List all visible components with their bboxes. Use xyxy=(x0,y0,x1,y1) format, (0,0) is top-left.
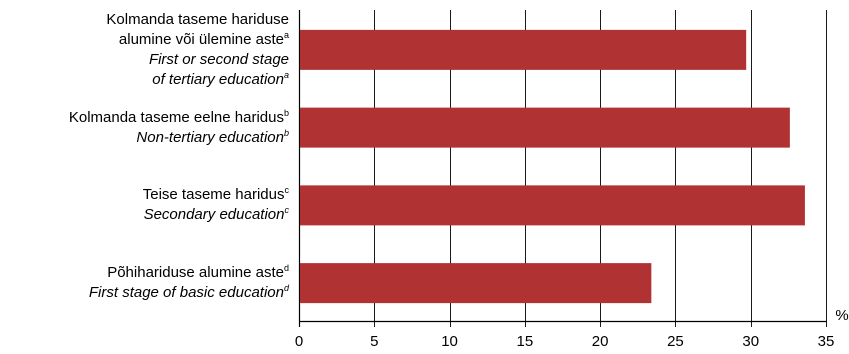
category-label-text: Põhihariduse alumine aste xyxy=(107,264,284,282)
category-label-estonian: Põhihariduse alumine asted xyxy=(89,263,289,283)
footnote-marker: c xyxy=(284,205,290,216)
category-label-text: Non-tertiary education xyxy=(136,128,284,146)
footnote-marker: c xyxy=(284,185,290,196)
category-label-english: First or second stage xyxy=(106,50,289,70)
bar-1 xyxy=(300,29,747,70)
x-tick-label: 15 xyxy=(517,333,534,350)
bar-2 xyxy=(300,107,790,148)
unit-label: % xyxy=(835,307,848,324)
bars xyxy=(300,29,805,304)
category-label: Kolmanda taseme hariduse alumine või ülem… xyxy=(106,10,289,90)
category-label-text: alumine või ülemine aste xyxy=(118,30,284,48)
category-label-estonian: Teise taseme haridusc xyxy=(143,185,289,205)
x-tick-label: 5 xyxy=(370,333,378,350)
category-label-english: Secondary educationc xyxy=(143,205,289,225)
category-label-english: of tertiary educationa xyxy=(106,70,289,90)
category-label-text: Kolmanda taseme hariduse xyxy=(106,10,289,28)
category-label-text: Kolmanda taseme eelne haridus xyxy=(68,108,284,126)
bar-3 xyxy=(300,185,805,226)
footnote-marker: d xyxy=(283,263,289,274)
x-axis: 0 5 10 15 20 25 30 35 xyxy=(295,320,835,350)
category-label-estonian: Kolmanda taseme eelne haridusb xyxy=(69,108,289,128)
category-label-text: First stage of basic education xyxy=(88,284,284,302)
category-label-text: Teise taseme haridus xyxy=(142,186,285,204)
category-label-text: Secondary education xyxy=(143,206,285,224)
x-tick-label: 10 xyxy=(441,333,458,350)
x-tick-label: 35 xyxy=(818,333,835,350)
footnote-marker: a xyxy=(283,69,289,80)
category-label-text: First or second stage xyxy=(148,50,289,68)
x-tick-label: 0 xyxy=(295,333,303,350)
category-label-estonian: alumine või ülemine astea xyxy=(106,30,289,50)
category-label-estonian: Kolmanda taseme hariduse xyxy=(106,10,289,30)
category-label: Põhihariduse alumine asted First stage of… xyxy=(89,263,289,303)
category-label-text: of tertiary education xyxy=(152,70,284,88)
category-label-english: First stage of basic educationd xyxy=(89,283,289,303)
footnote-marker: a xyxy=(283,29,289,40)
footnote-marker: d xyxy=(283,283,289,294)
category-label-english: Non-tertiary educationb xyxy=(69,128,289,148)
category-label: Teise taseme haridusc Secondary education… xyxy=(143,185,289,225)
bar-4 xyxy=(300,263,652,304)
x-tick-label: 20 xyxy=(592,333,609,350)
x-tick-label: 30 xyxy=(742,333,759,350)
footnote-marker: b xyxy=(283,107,289,118)
category-label: Kolmanda taseme eelne haridusb Non-tertia… xyxy=(69,108,289,148)
x-tick-label: 25 xyxy=(667,333,684,350)
footnote-marker: b xyxy=(283,127,289,138)
